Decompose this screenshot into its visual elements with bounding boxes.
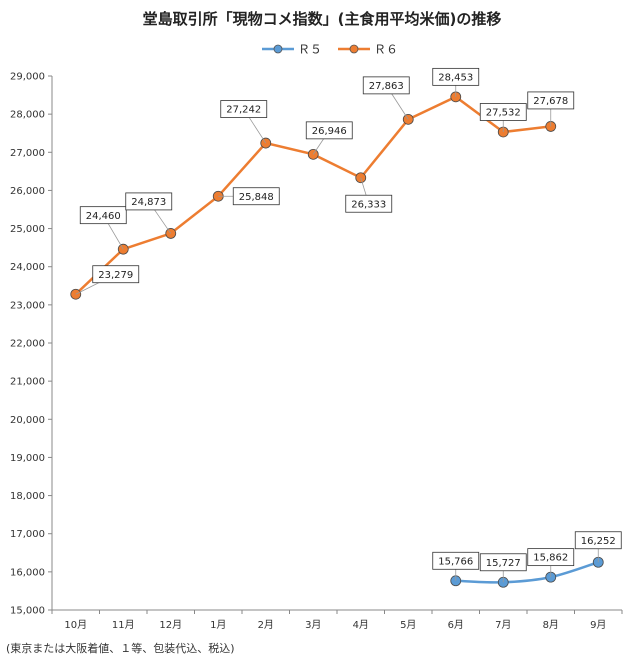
y-tick-label: 18,000 — [10, 491, 45, 502]
data-label: 27,242 — [226, 105, 261, 116]
series-line-r5 — [455, 561, 599, 584]
data-label-box — [232, 187, 280, 206]
x-tick-label: 6月 — [448, 619, 464, 631]
x-tick-label: 2月 — [258, 619, 274, 631]
data-label-box — [305, 121, 353, 140]
footnote: (東京または大阪着値、１等、包装代込、税込) — [6, 641, 235, 655]
x-tick-label: 4月 — [353, 619, 369, 631]
data-label: 15,766 — [438, 556, 473, 567]
data-label: 27,532 — [486, 108, 521, 119]
data-label-box — [345, 194, 393, 213]
data-label: 27,678 — [533, 96, 568, 107]
legend: Ｒ５ Ｒ６ — [262, 43, 398, 57]
data-label: 24,460 — [86, 211, 121, 222]
y-tick-label: 27,000 — [10, 148, 45, 159]
x-tick-label: 7月 — [495, 619, 511, 631]
data-label-box — [527, 548, 575, 567]
data-label: 23,279 — [98, 270, 133, 281]
data-label: 26,333 — [351, 199, 386, 210]
x-tick-label: 9月 — [590, 619, 606, 631]
y-tick-label: 29,000 — [10, 72, 45, 83]
legend-entry: Ｒ５ — [298, 43, 322, 57]
data-label-box — [432, 67, 480, 86]
data-label: 25,848 — [239, 192, 274, 203]
x-tick-label: 8月 — [543, 619, 559, 631]
x-tick-label: 10月 — [64, 619, 87, 631]
y-tick-label: 23,000 — [10, 300, 45, 311]
data-label: 16,252 — [581, 536, 616, 547]
axes: 15,000 16,000 17,000 18,000 19,000 20,000 21,0… — [10, 72, 623, 631]
y-tick-label: 26,000 — [10, 186, 45, 197]
legend-marker — [349, 44, 359, 54]
data-label: 27,863 — [369, 81, 404, 92]
x-tick-label: 5月 — [400, 619, 416, 631]
y-tick-label: 20,000 — [10, 415, 45, 426]
data-label-box — [479, 553, 527, 572]
x-tick-label: 3月 — [305, 619, 321, 631]
data-label: 28,453 — [438, 72, 473, 83]
data-label-box — [362, 76, 410, 95]
data-label-box — [527, 91, 575, 110]
data-label-box — [125, 192, 173, 211]
data-label-box — [574, 531, 622, 550]
data-label: 15,727 — [486, 558, 521, 569]
y-tick-label: 16,000 — [10, 567, 45, 578]
data-label-box — [92, 265, 140, 284]
chart-title: 堂島取引所「現物コメ指数」(主食用平均米価)の推移 — [143, 10, 502, 28]
y-tick-label: 19,000 — [10, 453, 45, 464]
data-label: 15,862 — [533, 553, 568, 564]
data-label-box — [479, 103, 527, 121]
y-tick-label: 24,000 — [10, 262, 45, 273]
x-tick-label: 1月 — [210, 619, 226, 631]
x-tick-label: 12月 — [159, 619, 182, 631]
y-tick-label: 15,000 — [10, 606, 45, 617]
data-labels: 15,766 15,727 15,862 16,252 23,279 24,460 24,8… — [75, 67, 622, 583]
data-label: 26,946 — [312, 126, 347, 137]
legend-entry: Ｒ６ — [374, 43, 398, 57]
data-label: 24,873 — [131, 197, 166, 208]
y-tick-label: 17,000 — [10, 529, 45, 540]
data-label-box — [79, 206, 127, 225]
x-tick-label: 11月 — [112, 619, 135, 631]
series-group — [70, 91, 604, 588]
y-tick-label: 21,000 — [10, 377, 45, 388]
y-tick-label: 25,000 — [10, 224, 45, 235]
legend-marker — [273, 44, 283, 54]
data-label-box — [220, 100, 268, 118]
y-tick-label: 28,000 — [10, 110, 45, 121]
y-tick-label: 22,000 — [10, 339, 45, 350]
data-label-box — [432, 551, 480, 570]
